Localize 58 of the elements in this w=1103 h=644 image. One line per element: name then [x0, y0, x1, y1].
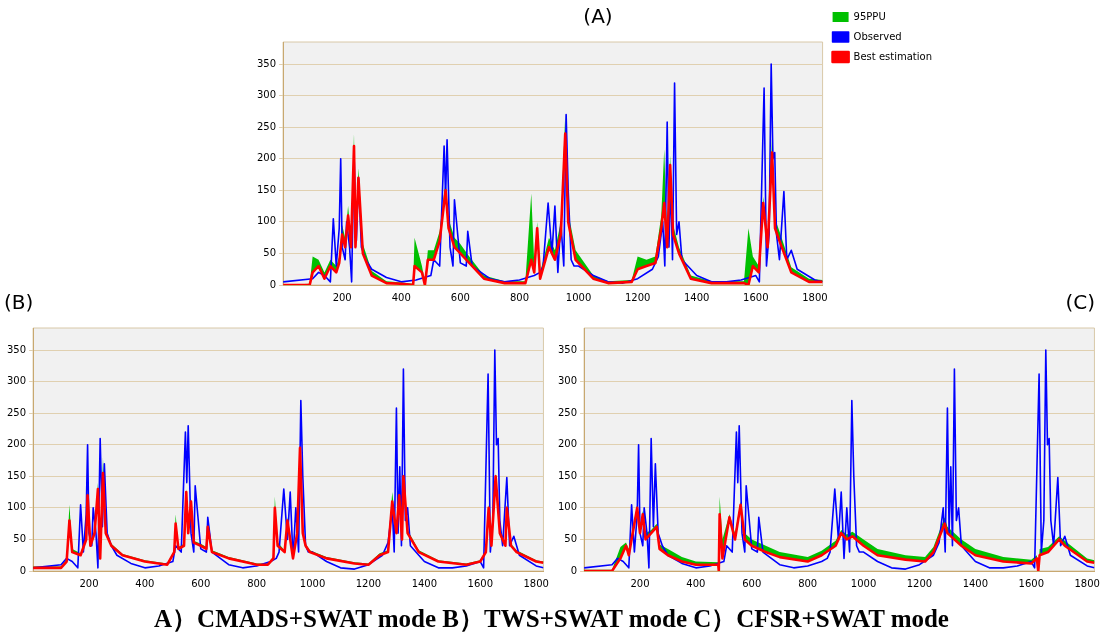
y-tick-label: 250 [6, 406, 27, 418]
y-tick-label: 300 [256, 89, 277, 101]
y-tick-label: 250 [557, 406, 578, 418]
legend-label: Observed [853, 30, 902, 42]
x-tick-label: 1800 [523, 577, 549, 589]
x-tick-label: 1400 [684, 291, 710, 303]
legend-label: Best estimation [853, 50, 933, 62]
x-tick-label: 400 [391, 291, 411, 303]
y-tick-label: 350 [557, 343, 578, 355]
x-tick-label: 400 [135, 577, 155, 589]
y-tick-label: 50 [13, 533, 27, 545]
x-tick-label: 1400 [962, 577, 989, 589]
x-tick-label: 600 [450, 291, 470, 303]
x-tick-label: 1000 [850, 577, 877, 589]
x-tick-label: 1200 [906, 577, 933, 589]
y-tick-label: 100 [557, 501, 578, 513]
legend-label: 95PPU [853, 10, 886, 22]
y-tick-label: 350 [6, 343, 27, 355]
x-tick-label: 600 [191, 577, 211, 589]
x-tick-label: 1800 [1074, 577, 1100, 589]
x-tick-label: 600 [742, 577, 762, 589]
y-tick-label: 0 [570, 564, 578, 576]
y-tick-label: 0 [269, 278, 277, 290]
x-tick-label: 1600 [743, 291, 769, 303]
x-tick-label: 200 [79, 577, 99, 589]
y-tick-label: 200 [256, 152, 277, 164]
x-tick-label: 1000 [565, 291, 592, 303]
y-tick-label: 100 [6, 501, 27, 513]
x-tick-label: 1200 [624, 291, 651, 303]
y-tick-label: 300 [557, 375, 578, 387]
chart-title: (B) [4, 290, 34, 315]
text: A）CMADS+SWAT mode B）TWS+SWAT mode C）CFSR+SWAT mode [153, 604, 950, 634]
x-tick-label: 200 [332, 291, 352, 303]
x-tick-label: 1000 [299, 577, 326, 589]
y-tick-label: 150 [256, 183, 277, 195]
y-tick-label: 0 [19, 564, 27, 576]
x-tick-label: 200 [630, 577, 650, 589]
y-tick-label: 50 [564, 533, 578, 545]
y-tick-label: 250 [256, 120, 277, 132]
y-tick-label: 150 [6, 469, 27, 481]
y-tick-label: 100 [256, 215, 277, 227]
x-tick-label: 1600 [1018, 577, 1044, 589]
x-tick-label: 1800 [802, 291, 828, 303]
x-tick-label: 800 [798, 577, 818, 589]
chart-title: (A) [583, 4, 613, 29]
y-tick-label: 150 [557, 469, 578, 481]
x-tick-label: 1200 [355, 577, 382, 589]
x-tick-label: 800 [247, 577, 267, 589]
y-tick-label: 200 [6, 438, 27, 450]
y-tick-label: 350 [256, 57, 277, 69]
chart-title: (C) [1065, 290, 1095, 315]
y-tick-label: 50 [263, 247, 277, 259]
y-tick-label: 200 [557, 438, 578, 450]
x-tick-label: 800 [509, 291, 529, 303]
y-tick-label: 300 [6, 375, 27, 387]
x-tick-label: 1600 [467, 577, 493, 589]
x-tick-label: 1400 [411, 577, 438, 589]
x-tick-label: 400 [686, 577, 706, 589]
